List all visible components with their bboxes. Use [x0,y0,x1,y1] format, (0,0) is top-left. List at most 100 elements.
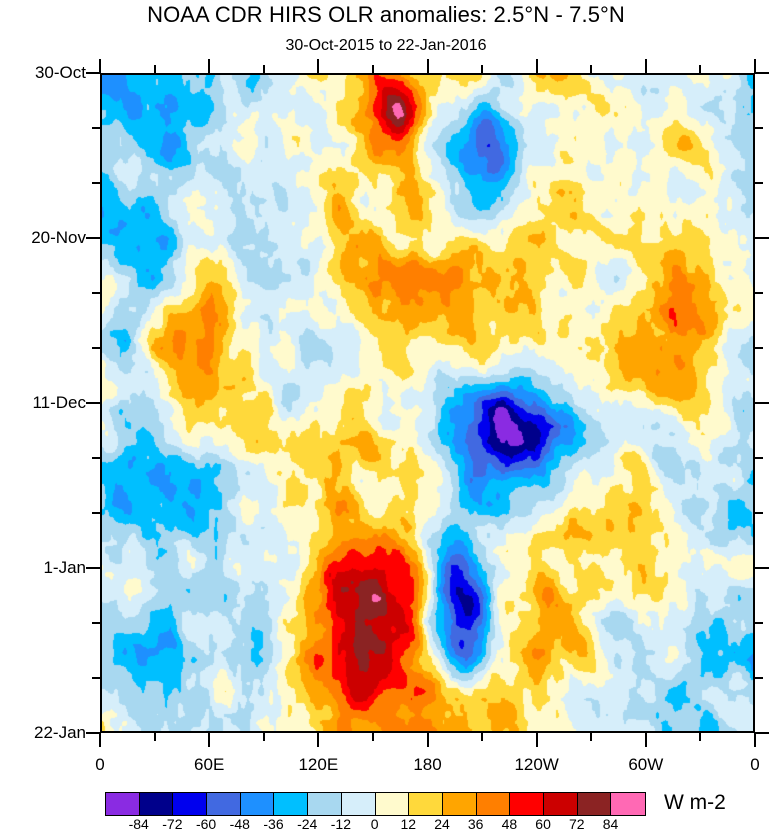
colorbar-swatch [442,793,477,815]
axis-tick [535,59,538,73]
colorbar-swatch [375,793,410,815]
colorbar-swatch [139,793,174,815]
axis-tick [92,127,100,129]
colorbar-swatch [207,793,241,815]
x-axis-label: 0 [750,755,760,774]
axis-tick [590,65,593,73]
hovmoller-plot-area [100,73,755,733]
axis-tick [86,402,100,404]
olr-anomaly-field [102,75,753,731]
axis-tick [481,65,484,73]
axis-tick [535,733,538,747]
axis-tick [208,733,211,747]
chart-subtitle: 30-Oct-2015 to 22-Jan-2016 [285,37,487,54]
axis-tick [755,512,763,514]
colorbar-units-label: W m-2 [664,791,726,814]
x-axis-label: 0 [95,755,105,774]
axis-tick [92,292,100,294]
colorbar-tick-label: 84 [602,816,619,832]
axis-tick [86,567,100,569]
colorbar-swatch [543,793,578,815]
axis-tick [92,512,100,514]
colorbar-swatch [611,793,645,815]
axis-tick [86,72,100,74]
colorbar-swatch [106,793,140,815]
colorbar-tick-label: 36 [467,816,484,832]
axis-tick [262,733,265,741]
axis-tick [99,733,101,747]
axis-tick [754,59,756,73]
colorbar-swatch [173,793,208,815]
colorbar-swatch [308,793,342,815]
axis-tick [86,237,100,239]
x-axis-label: 120W [514,755,559,774]
axis-tick [699,65,702,73]
y-axis-label: 11-Dec [32,393,86,412]
axis-tick [99,59,101,73]
colorbar-swatch [577,793,612,815]
axis-tick [92,347,100,349]
y-axis: 30-Oct 20-Nov 11-Dec 1-Jan 22-Jan [0,0,86,830]
y-axis-label: 20-Nov [31,228,86,247]
colorbar-tick-label: -24 [297,816,318,832]
colorbar-tick-label: 0 [370,816,379,832]
axis-tick [755,457,763,459]
axis-tick [92,182,100,184]
colorbar-tick-label: -60 [195,816,217,832]
colorbar-tick-label: 24 [434,816,450,832]
axis-tick [755,622,763,624]
colorbar-tick-label: 60 [535,816,551,832]
axis-tick [755,182,763,184]
axis-tick [92,622,100,624]
y-axis-label: 22-Jan [34,723,86,742]
axis-tick [317,59,320,73]
y-axis-label: 1-Jan [43,558,86,577]
axis-tick [426,733,429,747]
axis-tick [755,732,769,734]
colorbar-tick-label: 72 [569,816,585,832]
axis-tick [590,733,593,741]
y-axis-label: 30-Oct [34,63,86,82]
axis-tick [754,733,756,747]
colorbar-tick-label: 12 [400,816,417,832]
axis-tick [755,292,763,294]
axis-tick [755,567,769,569]
axis-tick [262,65,265,73]
colorbar-swatch [510,793,544,815]
axis-tick [153,733,156,741]
colorbar-swatch [341,793,376,815]
colorbar-tick-label: -12 [330,816,352,832]
chart-title: NOAA CDR HIRS OLR anomalies: 2.5°N - 7.5… [147,2,625,27]
x-axis-label: 60W [628,755,664,774]
axis-tick [92,457,100,459]
axis-tick [371,733,374,741]
colorbar-swatch [274,793,309,815]
axis-tick [755,127,763,129]
axis-tick [426,59,429,73]
axis-tick [644,59,647,73]
colorbar [105,792,646,816]
colorbar-tick-label: 48 [501,816,518,832]
colorbar-tick-label: -48 [229,816,250,832]
x-axis-label: 120E [298,755,339,774]
axis-tick [699,733,702,741]
x-axis-label: 180 [413,755,442,774]
colorbar-tick-label: -72 [162,816,183,832]
axis-tick [86,732,100,734]
axis-tick [481,733,484,741]
axis-tick [153,65,156,73]
colorbar-swatch [409,793,443,815]
colorbar-swatch [476,793,511,815]
axis-tick [208,59,211,73]
axis-tick [371,65,374,73]
axis-tick [317,733,320,747]
axis-tick [755,402,769,404]
axis-tick [755,347,763,349]
axis-tick [755,237,769,239]
axis-tick [755,677,763,679]
colorbar-swatch [240,793,275,815]
axis-tick [644,733,647,747]
colorbar-tick-label: -84 [128,816,149,832]
axis-tick [755,72,769,74]
x-axis-label: 60E [194,755,225,774]
